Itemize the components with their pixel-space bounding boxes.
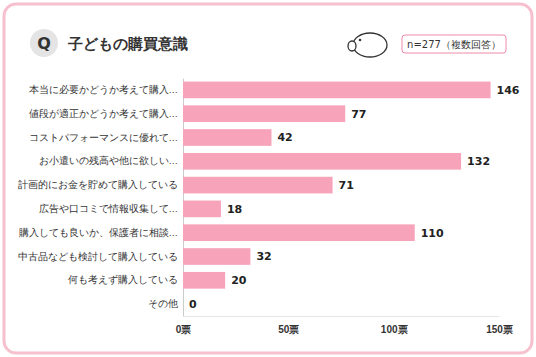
y-tick-label: 何も考えず購入している [68, 274, 178, 286]
x-tick: 50票 [278, 316, 299, 335]
y-tick-label: その他 [148, 298, 178, 309]
y-tick: その他 [148, 298, 183, 309]
piggy-icon [348, 33, 387, 57]
piggy-snout [348, 41, 356, 51]
x-axis: 0票 50票 100票 150票 [176, 316, 513, 335]
x-tick-label: 0票 [176, 324, 192, 335]
y-tick: 何も考えず購入している [68, 274, 183, 286]
y-tick: 値段が適正かどうか考えて購入… [29, 108, 184, 119]
y-tick-label: 本当に必要かどうか考えて購入… [29, 84, 179, 95]
q-badge [30, 29, 58, 57]
y-tick-label: 中古品なども検討して購入している [18, 251, 178, 262]
bar [183, 129, 271, 146]
y-tick-label: お小遣いの残高や他に欲しい… [39, 155, 179, 166]
bar [183, 272, 225, 289]
y-tick: 中古品なども検討して購入している [18, 251, 183, 262]
x-tick: 100票 [381, 316, 408, 335]
data-labels: 146 77 42 132 71 18 110 32 20 0 [189, 84, 520, 311]
y-tick-label: 計画的にお金を貯めて購入している [18, 179, 178, 190]
data-label: 110 [421, 227, 444, 240]
subtitle-badge [402, 35, 506, 53]
piggy-eye [359, 39, 362, 42]
x-tick: 0票 [176, 316, 192, 335]
x-axis-line [184, 316, 500, 317]
bars [183, 82, 491, 289]
chart-root: Q 子どもの購買意識 n=277（複数回答） 0票 50票 100票 150票 本当に必要かど… [0, 0, 536, 357]
y-tick: お小遣いの残高や他に欲しい… [39, 155, 184, 166]
bar [183, 177, 333, 194]
bar [183, 201, 221, 218]
bar [183, 224, 415, 241]
data-label: 42 [277, 131, 292, 144]
y-tick: 本当に必要かどうか考えて購入… [29, 84, 184, 95]
y-tick: コストパフォーマンスに優れて… [29, 132, 184, 143]
x-tick-label: 150票 [486, 324, 513, 335]
y-tick: 購入しても良いか、保護者に相談… [19, 227, 184, 238]
bar [183, 248, 250, 265]
subtitle: n=277（複数回答） [407, 39, 501, 50]
bar [183, 82, 491, 99]
piggy-body [353, 33, 387, 57]
data-label: 146 [497, 84, 520, 97]
bar [183, 105, 345, 122]
data-label: 132 [467, 155, 490, 168]
y-tick-label: 購入しても良いか、保護者に相談… [19, 227, 179, 238]
y-tick: 広告や口コミで情報収集して… [39, 203, 184, 214]
frame [4, 4, 532, 353]
data-label: 0 [189, 298, 197, 311]
bar [183, 153, 461, 170]
x-tick-label: 100票 [381, 324, 408, 335]
y-tick: 計画的にお金を貯めて購入している [18, 179, 183, 190]
data-label: 32 [256, 250, 271, 263]
q-label: Q [37, 34, 51, 53]
y-tick-label: コストパフォーマンスに優れて… [29, 132, 179, 143]
data-label: 71 [339, 179, 354, 192]
x-tick-label: 50票 [278, 324, 299, 335]
data-label: 18 [227, 203, 242, 216]
data-label: 20 [231, 274, 247, 287]
y-axis: 本当に必要かどうか考えて購入… 値段が適正かどうか考えて購入… コストパフォーマンス… [18, 79, 184, 317]
data-label: 77 [351, 108, 366, 121]
bar [183, 296, 184, 313]
title: 子どもの購買意識 [67, 35, 188, 53]
y-tick-label: 値段が適正かどうか考えて購入… [29, 108, 179, 119]
y-tick-label: 広告や口コミで情報収集して… [39, 203, 179, 214]
x-tick: 150票 [486, 316, 513, 335]
